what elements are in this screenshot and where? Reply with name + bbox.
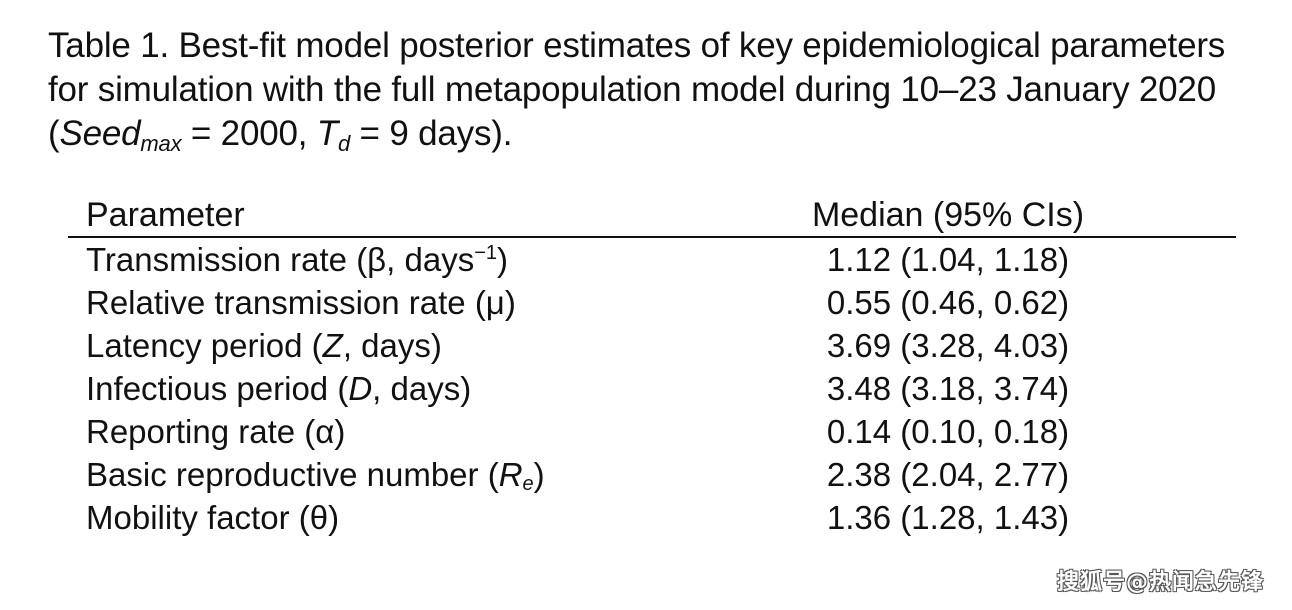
parameter-cell: Basic reproductive number (Re) [86, 453, 545, 496]
watermark: 搜狐号@热闻急先锋 [1056, 570, 1264, 595]
median-cell: 1.36 (1.28, 1.43) [826, 499, 1070, 536]
table-row: Transmission rate (β, days−1) 1.12 (1.04,… [68, 238, 1236, 281]
seed-value: = 2000, [181, 114, 317, 153]
td-subscript: d [337, 131, 351, 156]
parameter-label-end: ) [497, 241, 509, 278]
median-cell: 0.14 (0.10, 0.18) [826, 413, 1070, 450]
parameter-label: Basic reproductive number ( [86, 456, 499, 493]
table-row: Infectious period (D, days) 3.48 (3.18, 3… [68, 367, 1236, 410]
table-row: Relative transmission rate (μ) 0.55 (0.46… [68, 281, 1236, 324]
parameter-cell: Relative transmission rate (μ) [86, 281, 516, 324]
parameter-label: Infectious period ( [86, 370, 349, 407]
header-median: Median (95% CIs) [811, 196, 1085, 234]
td-variable: T [316, 114, 338, 153]
median-cell: 1.12 (1.04, 1.18) [826, 241, 1070, 278]
parameter-symbol: Z [322, 327, 343, 364]
parameter-label: Mobility factor (θ) [86, 499, 340, 536]
table-row: Latency period (Z, days) 3.69 (3.28, 4.03… [68, 324, 1236, 367]
parameter-cell: Reporting rate (α) [86, 410, 345, 453]
seed-variable: Seed [59, 114, 141, 153]
parameter-label: Reporting rate (α) [86, 413, 346, 450]
parameter-symbol: R [498, 456, 523, 493]
table-body: Transmission rate (β, days−1) 1.12 (1.04,… [68, 238, 1236, 539]
median-cell: 2.38 (2.04, 2.77) [826, 456, 1070, 493]
parameter-label: Latency period ( [86, 327, 323, 364]
median-cell: 0.55 (0.46, 0.62) [826, 284, 1070, 321]
parameter-cell: Infectious period (D, days) [86, 367, 471, 410]
header-parameter: Parameter [86, 196, 245, 234]
parameter-cell: Latency period (Z, days) [86, 324, 442, 367]
median-cell: 3.48 (3.18, 3.74) [826, 370, 1070, 407]
table-row: Mobility factor (θ) 1.36 (1.28, 1.43) [68, 496, 1236, 539]
table-caption: Table 1. Best-fit model posterior estima… [48, 24, 1248, 156]
parameter-subscript: e [522, 473, 534, 495]
parameter-label-end: ) [533, 456, 545, 493]
parameter-cell: Mobility factor (θ) [86, 496, 339, 539]
parameter-label-end: , days) [372, 370, 472, 407]
caption-text: Table 1. Best-fit model posterior estima… [48, 26, 1226, 153]
median-cell: 3.69 (3.28, 4.03) [826, 327, 1070, 364]
parameter-cell: Transmission rate (β, days−1) [86, 238, 508, 281]
parameter-superscript: −1 [474, 242, 498, 264]
table-row: Basic reproductive number (Re) 2.38 (2.04… [68, 453, 1236, 496]
parameter-label-end: , days) [342, 327, 442, 364]
td-value: = 9 days). [350, 114, 513, 153]
parameters-table: Parameter Median (95% CIs) Transmission … [68, 194, 1236, 539]
parameter-symbol: D [348, 370, 373, 407]
table-header: Parameter Median (95% CIs) [68, 194, 1236, 238]
table-row: Reporting rate (α) 0.14 (0.10, 0.18) [68, 410, 1236, 453]
parameter-label: Transmission rate (β, days [86, 241, 475, 278]
parameter-label: Relative transmission rate (μ) [86, 284, 516, 321]
seed-subscript: max [140, 131, 182, 156]
